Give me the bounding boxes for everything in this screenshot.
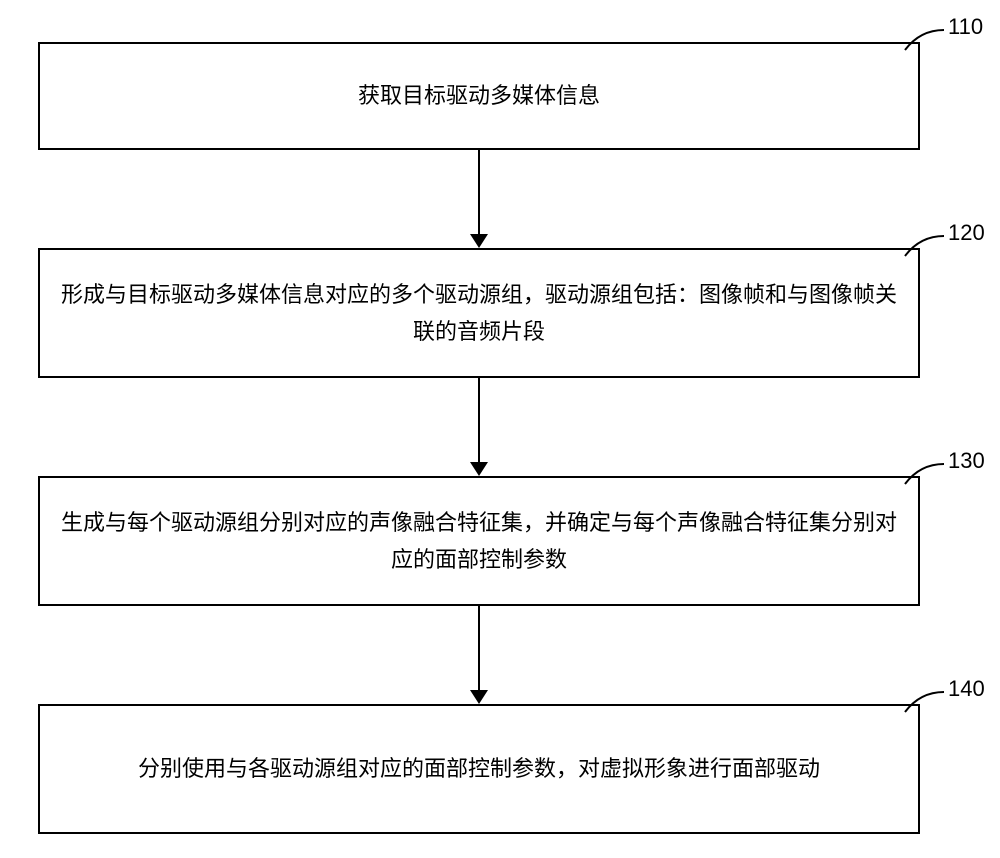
- step-label-130: 130: [948, 448, 985, 474]
- flow-node-110: 获取目标驱动多媒体信息: [38, 42, 920, 150]
- flow-node-140: 分别使用与各驱动源组对应的面部控制参数，对虚拟形象进行面部驱动: [38, 704, 920, 834]
- flow-node-140-text: 分别使用与各驱动源组对应的面部控制参数，对虚拟形象进行面部驱动: [138, 750, 820, 787]
- flowchart-canvas: 获取目标驱动多媒体信息 形成与目标驱动多媒体信息对应的多个驱动源组，驱动源组包括…: [0, 0, 1000, 858]
- flow-node-120: 形成与目标驱动多媒体信息对应的多个驱动源组，驱动源组包括：图像帧和与图像帧关联的…: [38, 248, 920, 378]
- step-label-120: 120: [948, 220, 985, 246]
- step-label-110: 110: [948, 14, 983, 40]
- step-label-140: 140: [948, 676, 985, 702]
- flow-node-130-text: 生成与每个驱动源组分别对应的声像融合特征集，并确定与每个声像融合特征集分别对应的…: [60, 504, 898, 579]
- flow-node-110-text: 获取目标驱动多媒体信息: [358, 77, 600, 114]
- flow-node-120-text: 形成与目标驱动多媒体信息对应的多个驱动源组，驱动源组包括：图像帧和与图像帧关联的…: [60, 276, 898, 351]
- flow-node-130: 生成与每个驱动源组分别对应的声像融合特征集，并确定与每个声像融合特征集分别对应的…: [38, 476, 920, 606]
